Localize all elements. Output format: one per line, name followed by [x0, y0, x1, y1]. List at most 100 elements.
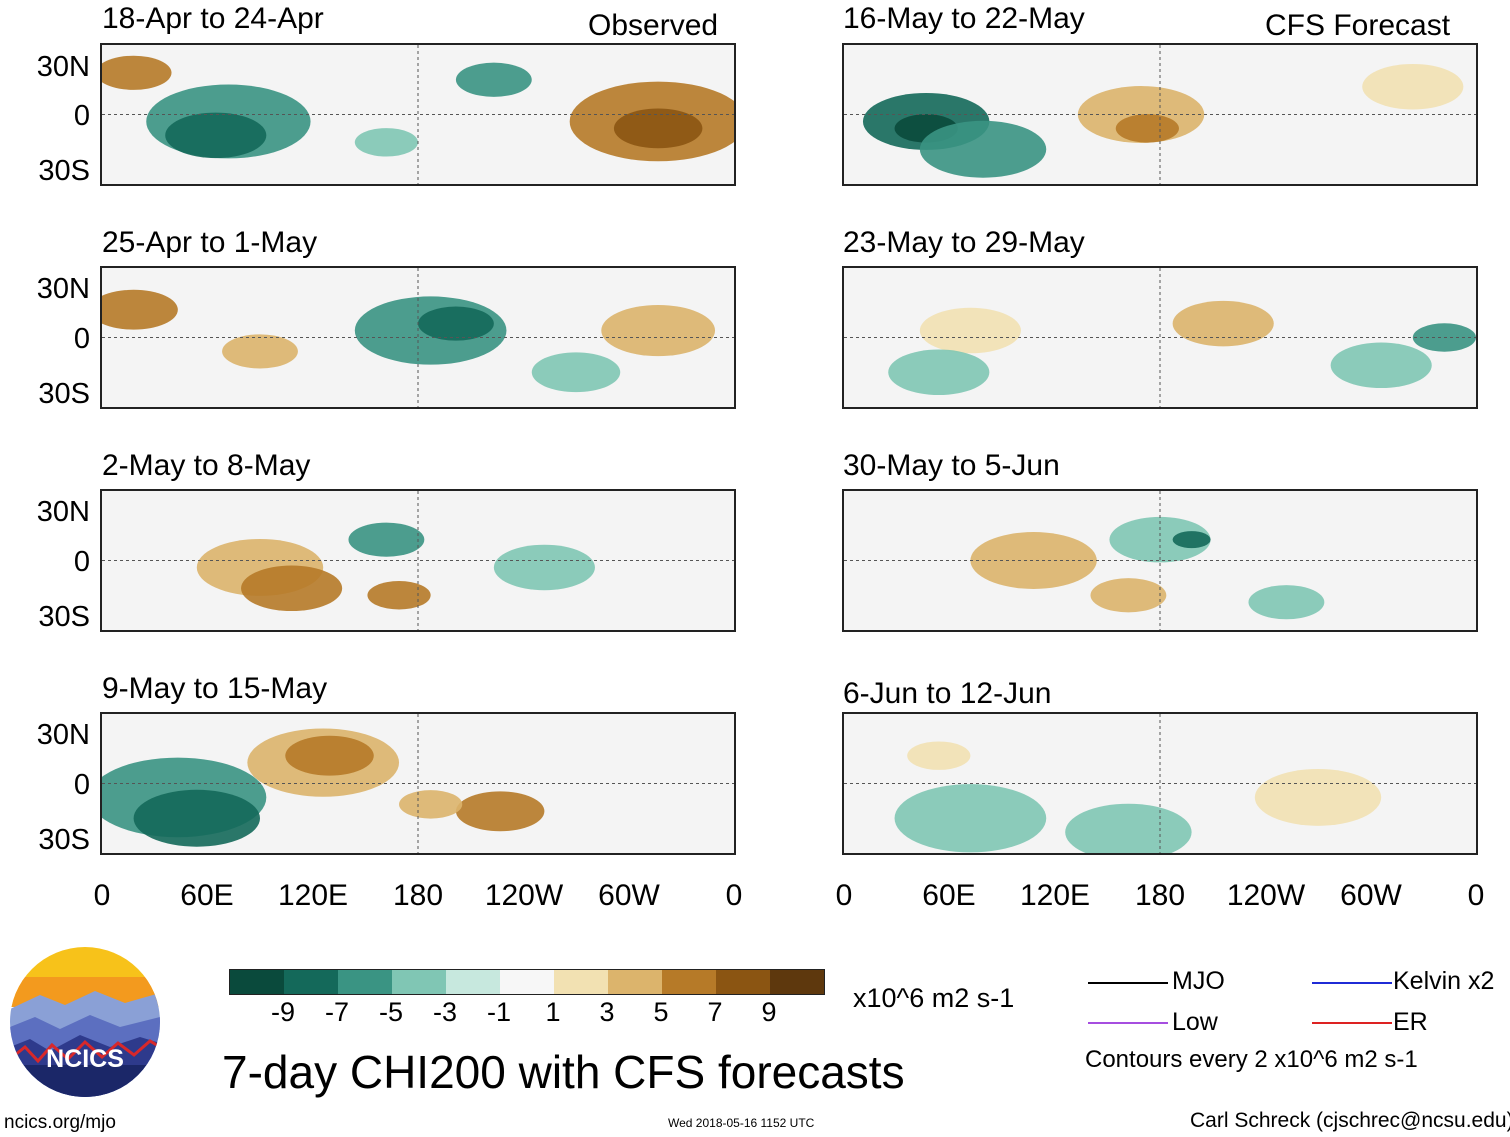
chi200-field	[844, 491, 1476, 630]
colorbar-swatch	[608, 970, 662, 994]
panel-forecast-2	[842, 266, 1478, 409]
anomaly-blob	[348, 522, 425, 557]
colorbar-swatch	[392, 970, 446, 994]
anomaly-blob	[455, 791, 545, 832]
anomaly-blob	[1172, 531, 1211, 549]
panel-observed-1	[100, 43, 736, 186]
anomaly-blob	[531, 352, 621, 393]
anomaly-blob	[1362, 63, 1464, 110]
colorbar-swatch	[338, 970, 392, 994]
colorbar-tick-label: -7	[324, 997, 350, 1027]
anomaly-blob	[888, 349, 990, 396]
anomaly-blob	[102, 55, 172, 90]
anomaly-blob	[601, 304, 716, 357]
anomaly-blob	[1254, 768, 1382, 826]
legend-label-er: ER	[1393, 1008, 1428, 1036]
anomaly-blob	[1248, 585, 1325, 620]
x-tick-label: 180	[1134, 879, 1186, 912]
y-tick-label: 0	[73, 546, 90, 578]
x-tick-label: 0	[1467, 879, 1485, 912]
panel-title: 2-May to 8-May	[102, 449, 311, 482]
panel-title: 18-Apr to 24-Apr	[102, 2, 324, 35]
legend-label-kelvin: Kelvin x2	[1393, 967, 1495, 995]
y-tick-label: 0	[73, 769, 90, 801]
colorbar-swatch	[770, 970, 824, 994]
legend-line-low	[1088, 1022, 1168, 1024]
anomaly-blob	[455, 62, 532, 97]
x-tick-label: 0	[725, 879, 743, 912]
panel-forecast-3	[842, 489, 1478, 632]
anomaly-blob	[222, 334, 298, 369]
anomaly-blob	[354, 128, 418, 157]
colorbar-swatch	[662, 970, 716, 994]
colorbar-swatch	[554, 970, 608, 994]
y-tick-label: 0	[73, 323, 90, 355]
colorbar-tick-label: 5	[653, 997, 669, 1027]
anomaly-blob	[418, 306, 494, 341]
y-tick-label: 30N	[36, 496, 90, 528]
panel-title: 23-May to 29-May	[843, 226, 1085, 259]
x-tick-label: 60W	[1340, 879, 1402, 912]
x-tick-label: 180	[392, 879, 444, 912]
anomaly-blob	[1172, 300, 1274, 347]
y-tick-label: 30N	[36, 273, 90, 305]
colorbar-tick-label: -1	[486, 997, 512, 1027]
chi200-field	[102, 714, 734, 853]
anomaly-blob	[493, 544, 595, 591]
x-tick-label: 120E	[1019, 879, 1091, 912]
logo-text: NCICS	[46, 1045, 124, 1073]
y-tick-label: 30S	[38, 378, 90, 410]
panel-title: 6-Jun to 12-Jun	[843, 677, 1052, 710]
y-tick-label: 0	[73, 100, 90, 132]
colorbar-swatch	[230, 970, 284, 994]
y-tick-label: 30N	[36, 719, 90, 751]
colorbar-tick-label: 7	[707, 997, 723, 1027]
anomaly-blob	[970, 532, 1097, 589]
chi200-field	[844, 714, 1476, 853]
legend-line-mjo	[1088, 982, 1168, 984]
anomaly-blob	[894, 784, 1047, 853]
anomaly-blob	[1090, 578, 1167, 613]
figure-title: 7-day CHI200 with CFS forecasts	[222, 1046, 905, 1098]
colorbar-swatch	[716, 970, 770, 994]
legend-label-low: Low	[1172, 1008, 1218, 1036]
panel-title: 16-May to 22-May	[843, 2, 1085, 35]
colorbar	[229, 969, 825, 995]
anomaly-blob	[165, 112, 267, 159]
anomaly-blob	[399, 790, 463, 819]
x-tick-label: 60W	[598, 879, 660, 912]
source-url: ncics.org/mjo	[4, 1112, 116, 1133]
anomaly-blob	[1330, 342, 1432, 389]
panel-forecast-4	[842, 712, 1478, 855]
x-tick-label: 0	[835, 879, 853, 912]
anomaly-blob	[613, 108, 703, 149]
anomaly-blob	[285, 735, 374, 776]
chi200-field	[102, 491, 734, 630]
ncics-logo: NCICS	[10, 947, 160, 1097]
x-tick-label: 120E	[277, 879, 349, 912]
legend-label-mjo: MJO	[1172, 967, 1225, 995]
x-tick-label: 60E	[922, 879, 976, 912]
y-tick-label: 30S	[38, 155, 90, 187]
colorbar-swatch	[284, 970, 338, 994]
colorbar-tick-label: 1	[545, 997, 561, 1027]
panel-observed-2	[100, 266, 736, 409]
x-tick-label: 0	[93, 879, 111, 912]
y-tick-label: 30S	[38, 601, 90, 633]
y-tick-label: 30N	[36, 51, 90, 83]
observed-label: Observed	[588, 9, 719, 42]
anomaly-blob	[241, 565, 343, 612]
author-credit: Carl Schreck (cjschrec@ncsu.edu)	[1190, 1109, 1510, 1132]
anomaly-blob	[133, 789, 260, 847]
panel-forecast-1	[842, 43, 1478, 186]
anomaly-blob	[1065, 803, 1192, 853]
x-tick-label: 60E	[180, 879, 234, 912]
colorbar-swatch	[500, 970, 554, 994]
chi200-field	[102, 268, 734, 407]
anomaly-blob	[919, 307, 1021, 354]
panel-title: 25-Apr to 1-May	[102, 226, 318, 259]
colorbar-tick-label: -5	[378, 997, 404, 1027]
anomaly-blob	[907, 741, 971, 770]
anomaly-blob	[919, 120, 1047, 178]
chi200-field	[844, 45, 1476, 184]
